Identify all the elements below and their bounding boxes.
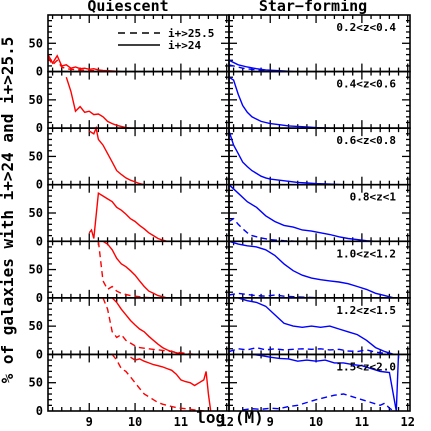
quiescent-solid-line-3 [88,125,145,186]
panel-quiescent-5: 0 50 [29,240,230,305]
panel-grid: 0500.2<z<0.40500.4<z<0.60500.6<z<0.80500… [29,14,415,429]
redshift-label-7: 1.5<z<2.0 [336,360,396,373]
star-forming-solid-line-4 [228,184,376,242]
panel-frame [47,353,230,412]
y-tick-label: 0 [36,404,43,418]
y-tick-label: 50 [29,263,43,277]
panel-frame [47,127,230,186]
quiescent-solid-line-1 [47,54,122,73]
redshift-label-6: 1.2<z<1.5 [336,304,396,317]
redshift-label-1: 0.2<z<0.4 [336,21,396,34]
panel-star-forming-7: 1.5<z<2.0 9 10 11 12 [228,353,415,429]
panel-star-forming-2: 0.4<z<0.6 [228,70,411,129]
quiescent-solid-line-4 [88,192,168,242]
redshift-label-4: 0.8<z<1 [350,191,397,204]
x-tick-label: 12 [400,415,414,429]
quiescent-solid-line-7 [130,356,212,412]
x-tick-label: 9 [267,415,274,429]
panel-star-forming-3: 0.6<z<0.8 [228,127,411,186]
quiescent-solid-line-6 [111,297,191,356]
panel-frame [228,353,411,412]
x-tick-label: 11 [355,415,369,429]
panel-frame [47,297,230,356]
redshift-label-2: 0.4<z<0.6 [336,78,396,91]
y-tick-label: 0 [36,234,43,248]
legend: i+>25.5i+>24 [118,27,214,52]
quiescent-dashed-line-7 [111,353,204,412]
x-axis-title: log (M) [196,408,263,427]
panel-quiescent-4: 0 50 [29,183,230,248]
redshift-label-5: 1.0<z<1.2 [336,247,396,260]
y-tick-label: 50 [29,206,43,220]
x-tick-label: 12 [219,415,233,429]
quiescent-solid-line-5 [102,240,168,299]
y-tick-label: 0 [36,65,43,79]
quiescent-solid-line-2 [65,76,131,129]
y-tick-label: 50 [29,376,43,390]
panel-star-forming-1: 0.2<z<0.4 [228,14,411,73]
panel-frame [47,70,230,129]
y-tick-label: 50 [29,319,43,333]
x-tick-label: 11 [174,415,188,429]
panel-frame [47,14,230,73]
star-forming-solid-line-3 [228,130,344,186]
panel-quiescent-6: 0 50 [29,297,230,361]
y-tick-label: 0 [36,347,43,361]
y-tick-label: 50 [29,36,43,50]
y-tick-label: 50 [29,149,43,163]
column-title-quiescent: Quiescent [87,0,168,15]
y-tick-label: 50 [29,93,43,107]
panel-star-forming-5: 1.0<z<1.2 [228,240,411,299]
quiescent-dashed-line-5 [97,241,154,299]
legend-label-dashed: i+>25.5 [168,27,214,40]
star-forming-dashed-line-4 [228,217,298,242]
star-forming-solid-line-6 [237,297,395,356]
y-tick-label: 0 [36,121,43,135]
column-title-star-forming: Star−forming [259,0,367,15]
quiescent-dashed-line-1 [47,57,117,73]
panel-star-forming-4: 0.8<z<1 [228,183,411,243]
panel-quiescent-3: 0 50 [29,125,230,192]
star-forming-dashed-line-7 [242,393,395,412]
x-tick-label: 10 [128,415,142,429]
y-axis-title: % of galaxies with i+>24 and i+>25.5 [0,37,17,384]
x-tick-label: 9 [86,415,93,429]
star-forming-dashed-line-5 [228,292,326,299]
quiescent-dashed-line-6 [102,297,195,356]
panel-frame [47,183,230,243]
y-tick-label: 0 [36,178,43,192]
star-forming-solid-line-7 [251,353,400,412]
y-tick-label: 0 [36,291,43,305]
legend-label-solid: i+>24 [168,39,201,52]
star-forming-dashed-line-6 [228,346,395,356]
panel-quiescent-2: 0 50 [29,70,230,135]
star-forming-solid-line-5 [228,240,395,299]
panel-frame [47,240,230,299]
panel-star-forming-6: 1.2<z<1.5 [228,297,411,356]
redshift-label-3: 0.6<z<0.8 [336,134,396,147]
star-forming-solid-line-2 [228,76,330,129]
x-tick-label: 10 [309,415,323,429]
